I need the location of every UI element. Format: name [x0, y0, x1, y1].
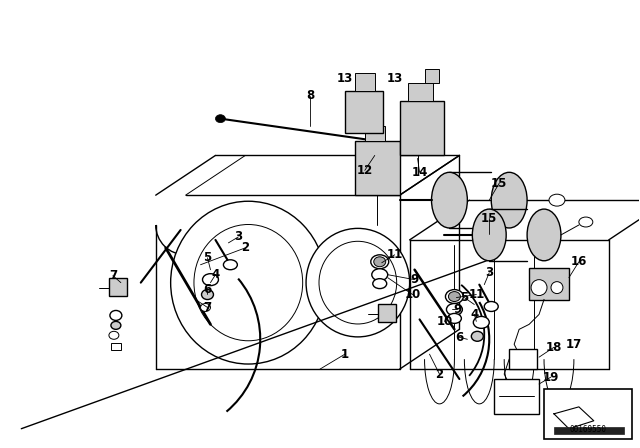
Ellipse shape — [447, 303, 462, 315]
Text: 16: 16 — [571, 255, 587, 268]
Ellipse shape — [202, 289, 214, 300]
Text: 3: 3 — [234, 230, 243, 243]
Ellipse shape — [109, 332, 119, 339]
Ellipse shape — [372, 269, 388, 280]
Ellipse shape — [319, 241, 397, 324]
Ellipse shape — [484, 302, 498, 311]
Text: 3: 3 — [485, 266, 493, 279]
Text: 1: 1 — [341, 348, 349, 361]
Ellipse shape — [472, 209, 506, 261]
Text: 10: 10 — [436, 315, 452, 328]
Ellipse shape — [374, 257, 386, 267]
Text: 17: 17 — [566, 338, 582, 351]
Text: 11: 11 — [468, 288, 484, 301]
Text: 15: 15 — [481, 211, 497, 224]
Ellipse shape — [449, 292, 460, 302]
Ellipse shape — [371, 255, 388, 269]
Text: 7: 7 — [109, 269, 117, 282]
Bar — [365, 125, 385, 141]
Ellipse shape — [551, 282, 563, 293]
Ellipse shape — [306, 228, 410, 337]
Text: 13: 13 — [337, 73, 353, 86]
Text: 5: 5 — [460, 291, 468, 304]
Ellipse shape — [474, 316, 489, 328]
Text: 18: 18 — [546, 341, 562, 354]
Bar — [399, 101, 444, 155]
Bar — [378, 305, 396, 323]
Text: 2: 2 — [435, 367, 444, 380]
Ellipse shape — [110, 310, 122, 320]
Bar — [345, 91, 383, 133]
Bar — [355, 73, 375, 91]
Bar — [509, 349, 537, 369]
Bar — [554, 427, 623, 434]
Ellipse shape — [216, 115, 225, 123]
Ellipse shape — [200, 303, 211, 311]
Text: 9: 9 — [410, 273, 419, 286]
Bar — [109, 278, 127, 296]
Ellipse shape — [527, 209, 561, 261]
Text: 00169550: 00169550 — [570, 425, 606, 434]
Ellipse shape — [194, 224, 303, 341]
Ellipse shape — [171, 201, 326, 364]
Text: 15: 15 — [491, 177, 508, 190]
Text: 6: 6 — [455, 331, 463, 344]
Text: 19: 19 — [543, 370, 559, 383]
Bar — [544, 389, 632, 439]
Text: 8: 8 — [306, 89, 314, 102]
Ellipse shape — [431, 172, 467, 228]
Bar — [111, 343, 121, 350]
Ellipse shape — [447, 314, 461, 323]
Ellipse shape — [202, 274, 218, 286]
Text: 12: 12 — [356, 164, 373, 177]
Text: 9: 9 — [453, 303, 461, 316]
Text: 13: 13 — [387, 73, 403, 86]
Text: 4: 4 — [211, 268, 220, 281]
Bar — [529, 268, 569, 300]
Ellipse shape — [531, 280, 547, 296]
Ellipse shape — [579, 217, 593, 227]
Text: 7: 7 — [204, 301, 212, 314]
Ellipse shape — [471, 332, 483, 341]
Ellipse shape — [223, 260, 237, 270]
Ellipse shape — [111, 321, 121, 329]
Text: 2: 2 — [241, 241, 250, 254]
Ellipse shape — [372, 279, 387, 289]
Ellipse shape — [445, 289, 463, 303]
Text: 14: 14 — [412, 166, 428, 179]
Ellipse shape — [492, 172, 527, 228]
Text: 5: 5 — [204, 251, 212, 264]
Bar — [424, 69, 440, 83]
Text: 6: 6 — [204, 283, 212, 296]
Bar — [355, 141, 399, 195]
Bar — [408, 83, 433, 101]
Ellipse shape — [549, 194, 565, 206]
Text: 10: 10 — [404, 288, 420, 301]
Text: 4: 4 — [470, 308, 479, 321]
Bar — [494, 379, 539, 414]
Text: 11: 11 — [387, 248, 403, 261]
